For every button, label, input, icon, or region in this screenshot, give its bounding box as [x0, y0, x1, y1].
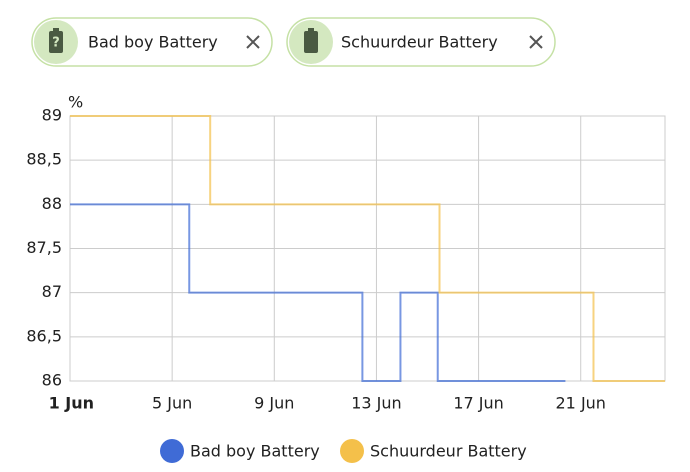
y-tick-label: 87: [42, 282, 62, 301]
x-tick-label: 5 Jun: [152, 394, 192, 413]
y-tick-label: 88,5: [26, 150, 62, 169]
x-tick-label: 13 Jun: [351, 394, 401, 413]
chip-close[interactable]: [529, 35, 543, 49]
series-line: [70, 203, 566, 382]
legend-label[interactable]: Schuurdeur Battery: [370, 442, 527, 461]
x-tick-label: 21 Jun: [556, 394, 606, 413]
x-tick-label: 1 Jun: [49, 394, 94, 413]
y-tick-label: 86,5: [26, 326, 62, 345]
unknown-icon: ?: [52, 36, 60, 51]
series-line: [70, 115, 665, 382]
x-tick-label: 17 Jun: [453, 394, 503, 413]
chip[interactable]: Schuurdeur Battery: [286, 17, 556, 67]
battery-icon: [304, 31, 318, 53]
x-tick-label: 9 Jun: [254, 394, 294, 413]
y-tick-label: 86: [42, 371, 62, 390]
chip[interactable]: ? Bad boy Battery: [31, 17, 273, 67]
chip-close[interactable]: [246, 35, 260, 49]
battery-cap: [53, 28, 59, 31]
battery-cap: [308, 28, 314, 31]
chip-outline: [286, 17, 556, 67]
legend-label[interactable]: Bad boy Battery: [190, 442, 320, 461]
legend-swatch[interactable]: [340, 439, 364, 463]
chip-label: Bad boy Battery: [88, 33, 218, 52]
y-tick-label: 89: [42, 106, 62, 125]
y-tick-label: 88: [42, 194, 62, 213]
chip-outline: [31, 17, 273, 67]
battery-icon: [49, 31, 63, 53]
legend-swatch[interactable]: [160, 439, 184, 463]
chip-label: Schuurdeur Battery: [341, 33, 498, 52]
y-tick-label: 87,5: [26, 238, 62, 257]
y-axis-label: %: [68, 93, 83, 112]
